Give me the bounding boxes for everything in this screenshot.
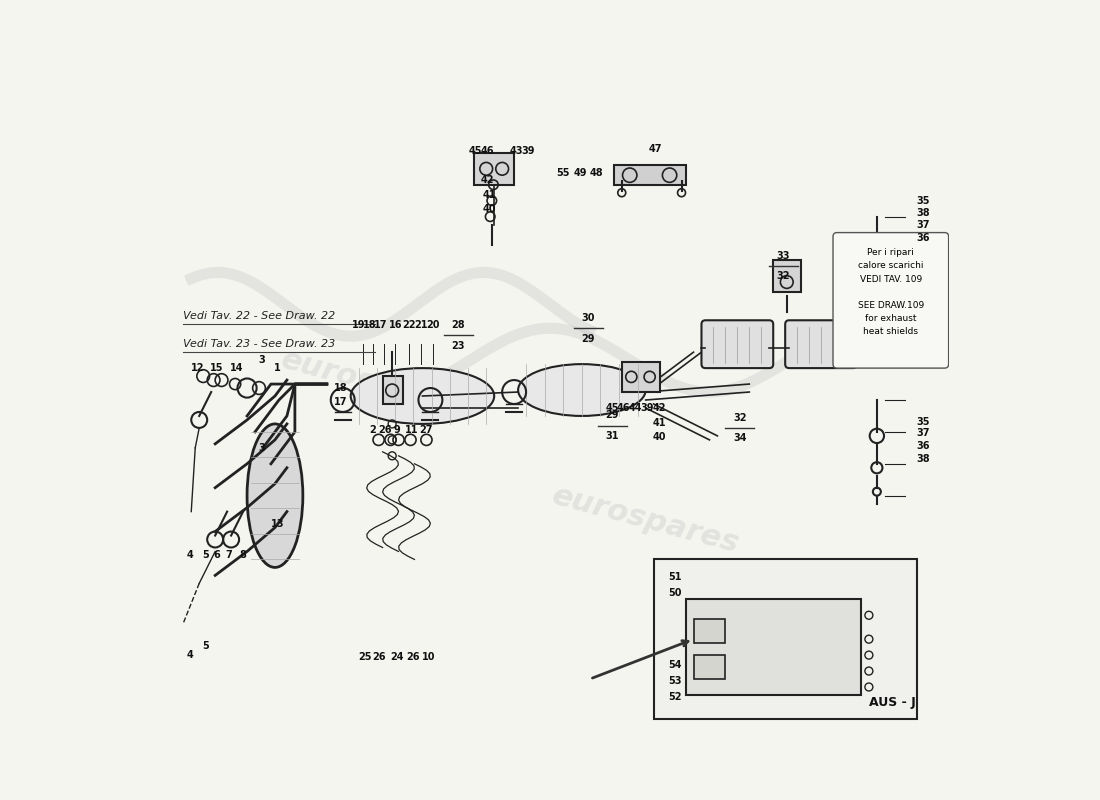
Text: 45: 45 bbox=[469, 146, 483, 156]
Text: 46: 46 bbox=[617, 403, 630, 413]
Text: 49: 49 bbox=[573, 168, 587, 178]
Text: 9: 9 bbox=[394, 426, 400, 435]
Text: 18: 18 bbox=[333, 383, 348, 393]
Text: 20: 20 bbox=[426, 320, 440, 330]
Ellipse shape bbox=[518, 364, 646, 416]
Text: 4: 4 bbox=[186, 550, 192, 560]
Text: 43: 43 bbox=[509, 146, 524, 156]
Text: 32: 32 bbox=[777, 271, 790, 282]
Text: 26: 26 bbox=[378, 426, 392, 435]
Text: 48: 48 bbox=[590, 168, 603, 178]
Text: 38: 38 bbox=[916, 454, 930, 464]
Text: 54: 54 bbox=[669, 660, 682, 670]
Text: 26: 26 bbox=[372, 652, 385, 662]
Text: 6: 6 bbox=[213, 550, 220, 560]
Text: 37: 37 bbox=[916, 220, 930, 230]
Text: Vedi Tav. 22 - See Draw. 22: Vedi Tav. 22 - See Draw. 22 bbox=[184, 311, 336, 322]
Text: 37: 37 bbox=[916, 429, 930, 438]
Text: 52: 52 bbox=[669, 691, 682, 702]
Text: 34: 34 bbox=[733, 434, 747, 443]
Text: 22: 22 bbox=[403, 320, 416, 330]
Text: AUS - J: AUS - J bbox=[869, 697, 916, 710]
Text: 33: 33 bbox=[777, 250, 790, 261]
Bar bbox=[621, 362, 660, 392]
Text: eurospares: eurospares bbox=[278, 345, 472, 423]
Text: 19: 19 bbox=[352, 320, 365, 330]
Text: 47: 47 bbox=[649, 144, 662, 154]
Text: 31: 31 bbox=[605, 431, 619, 441]
Text: 10: 10 bbox=[422, 652, 436, 662]
Text: 44: 44 bbox=[628, 403, 642, 413]
Text: 11: 11 bbox=[405, 426, 418, 435]
Text: 24: 24 bbox=[390, 652, 404, 662]
Text: 50: 50 bbox=[669, 588, 682, 598]
Text: 18: 18 bbox=[363, 320, 376, 330]
Text: 2: 2 bbox=[370, 426, 376, 435]
Ellipse shape bbox=[248, 424, 302, 567]
Bar bbox=[773, 261, 801, 292]
Text: 36: 36 bbox=[916, 233, 930, 243]
Text: 5: 5 bbox=[202, 641, 209, 650]
Text: 3: 3 bbox=[258, 443, 265, 453]
Text: 32: 32 bbox=[733, 413, 747, 422]
Text: 41: 41 bbox=[652, 418, 666, 428]
Text: 29: 29 bbox=[605, 410, 619, 420]
Text: 15: 15 bbox=[210, 363, 223, 373]
Bar bbox=[693, 655, 725, 679]
Text: 29: 29 bbox=[582, 334, 595, 344]
Bar bbox=[383, 376, 403, 404]
FancyBboxPatch shape bbox=[702, 320, 773, 368]
FancyBboxPatch shape bbox=[785, 320, 857, 368]
Bar bbox=[685, 599, 861, 695]
FancyBboxPatch shape bbox=[833, 233, 948, 368]
Text: 17: 17 bbox=[333, 397, 348, 406]
Text: 13: 13 bbox=[271, 519, 284, 530]
Text: 42: 42 bbox=[481, 175, 495, 185]
Text: Vedi Tav. 23 - See Draw. 23: Vedi Tav. 23 - See Draw. 23 bbox=[184, 339, 336, 349]
Text: 46: 46 bbox=[481, 146, 495, 156]
Text: 53: 53 bbox=[669, 676, 682, 686]
Text: Per i ripari
calore scarichi
VEDI TAV. 109

SEE DRAW.109
for exhaust
heat shield: Per i ripari calore scarichi VEDI TAV. 1… bbox=[858, 248, 924, 337]
Text: 41: 41 bbox=[483, 190, 496, 200]
Text: 23: 23 bbox=[452, 341, 465, 350]
Bar bbox=[474, 153, 514, 185]
Bar bbox=[693, 619, 725, 643]
Text: 17: 17 bbox=[374, 320, 387, 330]
Text: 27: 27 bbox=[419, 426, 432, 435]
Text: 40: 40 bbox=[483, 205, 496, 214]
Text: 5: 5 bbox=[202, 550, 209, 560]
Text: 16: 16 bbox=[388, 320, 403, 330]
Text: eurospares: eurospares bbox=[549, 481, 742, 558]
Text: 45: 45 bbox=[605, 403, 619, 413]
Text: 36: 36 bbox=[916, 442, 930, 451]
Ellipse shape bbox=[351, 368, 494, 424]
Text: 1: 1 bbox=[274, 363, 280, 373]
Text: 39: 39 bbox=[521, 146, 536, 156]
Text: 38: 38 bbox=[916, 208, 930, 218]
Text: 35: 35 bbox=[916, 196, 930, 206]
Text: 12: 12 bbox=[191, 363, 205, 373]
Text: 21: 21 bbox=[414, 320, 428, 330]
Text: 35: 35 bbox=[916, 418, 930, 427]
Text: 51: 51 bbox=[669, 572, 682, 582]
Text: 14: 14 bbox=[230, 363, 243, 373]
Bar bbox=[614, 165, 685, 185]
Text: 7: 7 bbox=[226, 550, 232, 560]
Text: 25: 25 bbox=[359, 652, 372, 662]
Text: 8: 8 bbox=[240, 550, 246, 560]
Text: 4: 4 bbox=[186, 650, 192, 660]
Text: 3: 3 bbox=[258, 355, 265, 365]
Text: 55: 55 bbox=[556, 168, 570, 178]
Text: 26: 26 bbox=[406, 652, 419, 662]
Text: 40: 40 bbox=[652, 433, 666, 442]
Text: 30: 30 bbox=[582, 313, 595, 323]
Bar bbox=[653, 559, 916, 719]
Text: 28: 28 bbox=[451, 320, 465, 330]
Text: 42: 42 bbox=[652, 403, 666, 413]
Text: 39: 39 bbox=[640, 403, 654, 413]
